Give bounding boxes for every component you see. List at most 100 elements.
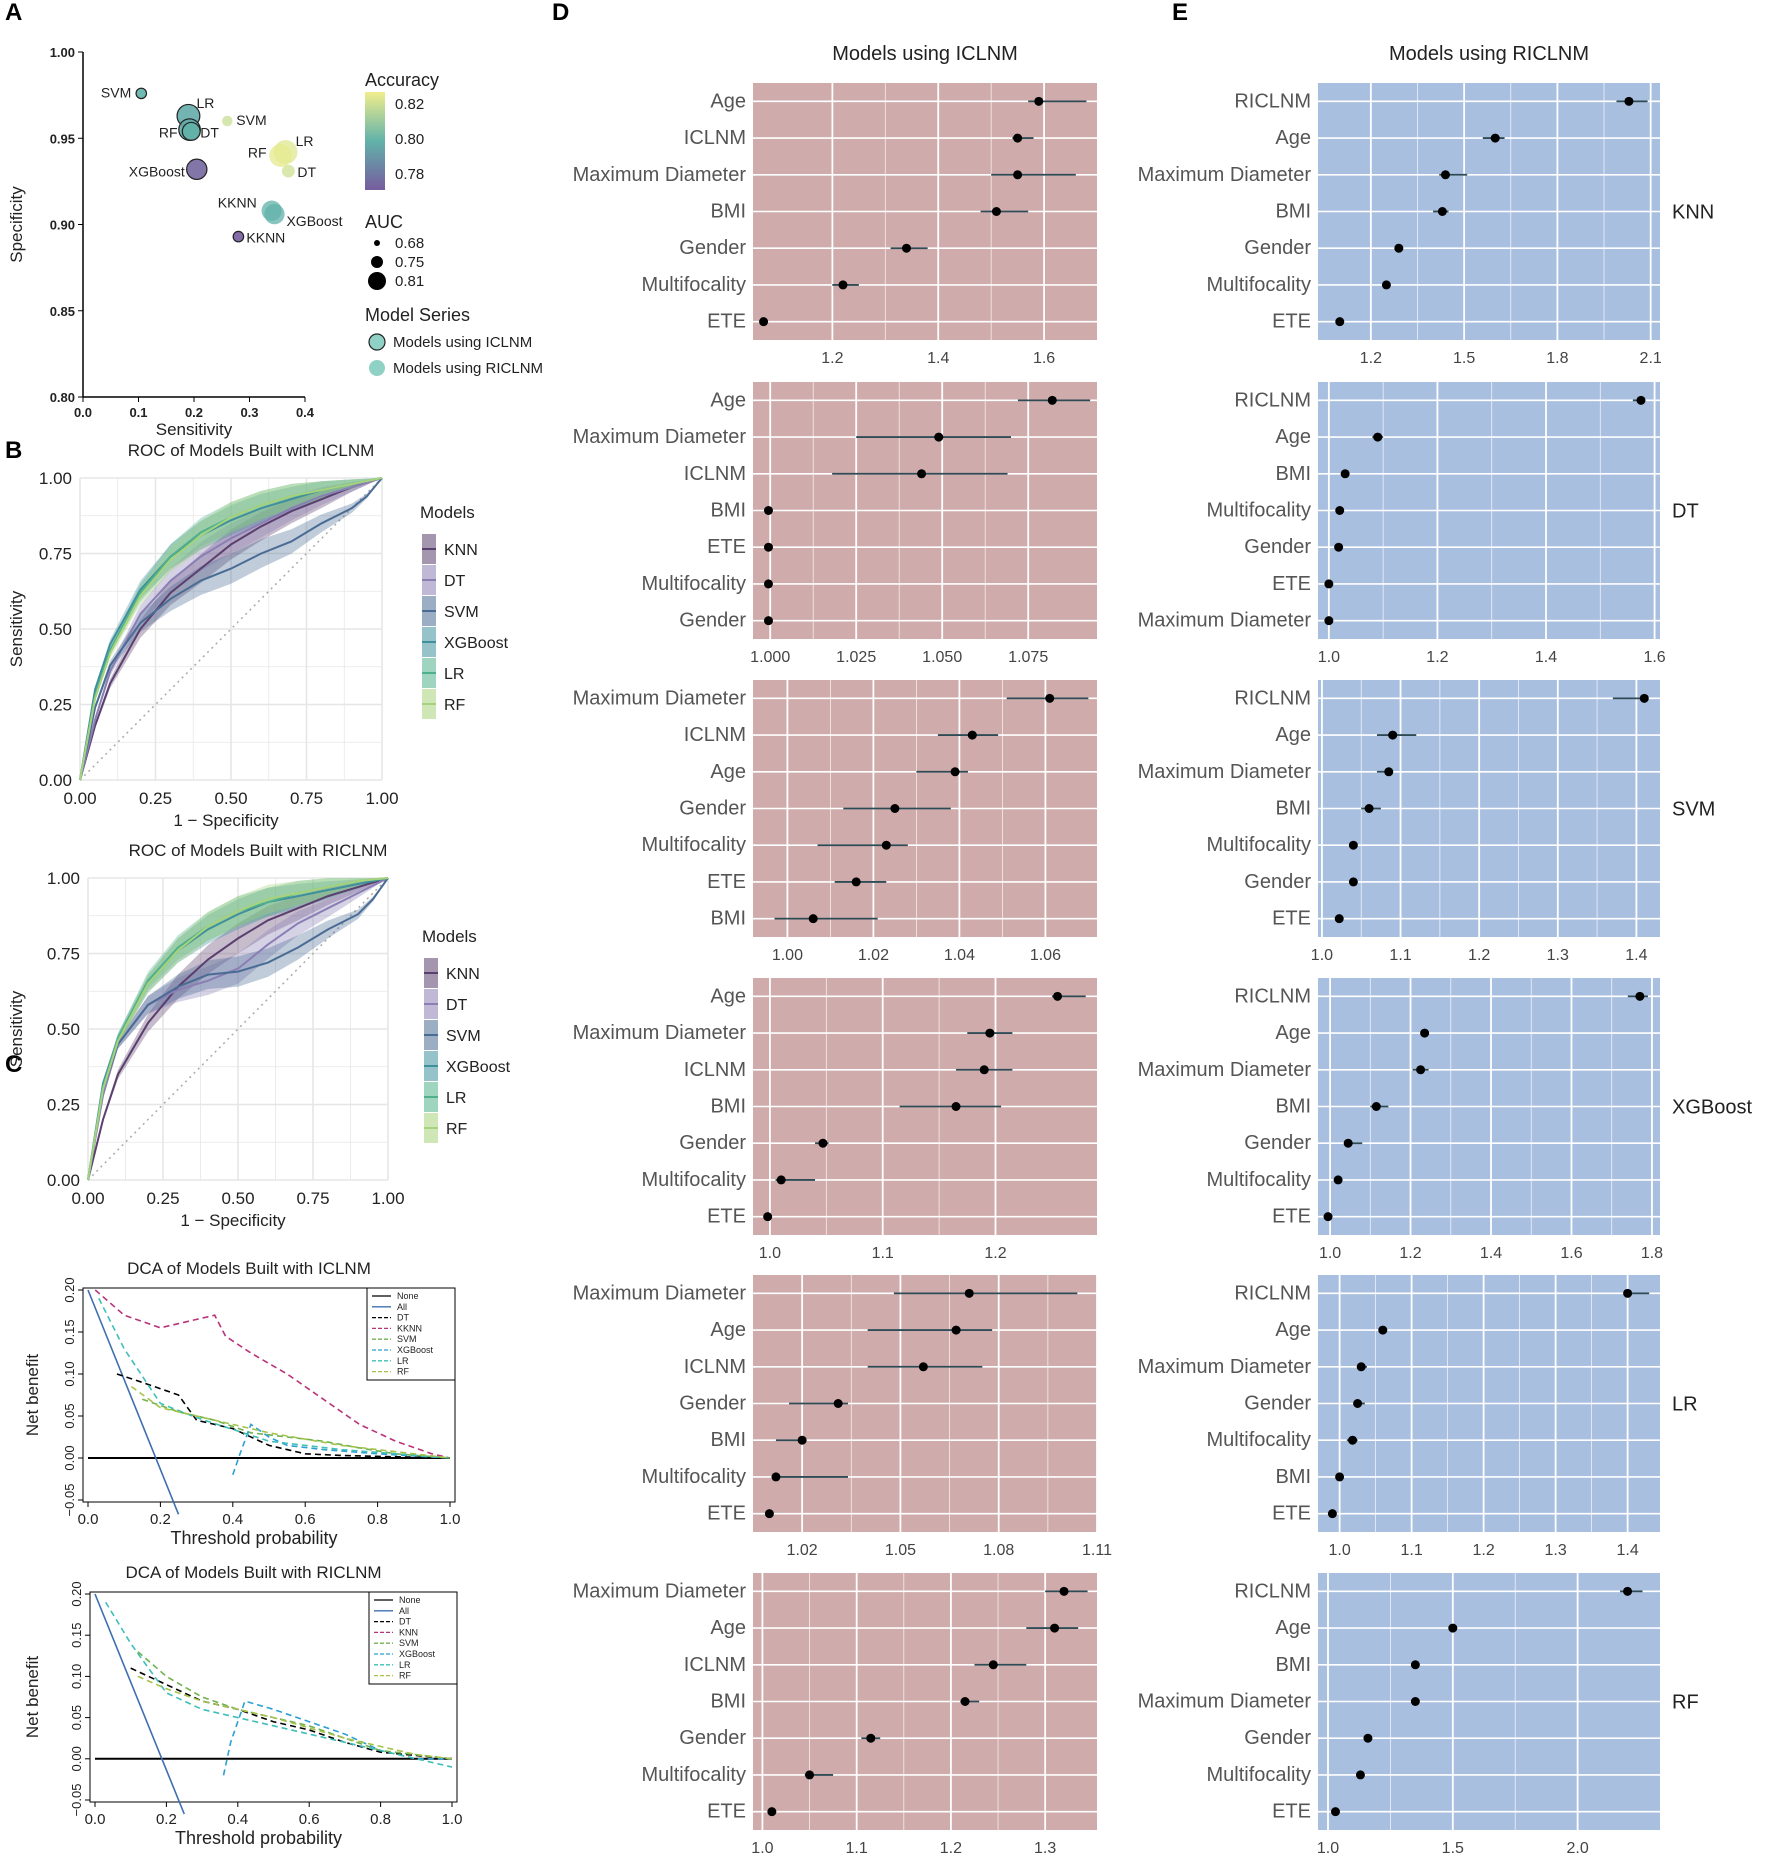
point-ete	[1323, 1212, 1333, 1222]
x-tick-label: 0.50	[214, 789, 247, 808]
point-label: LR	[196, 95, 214, 111]
x-tick-label: 0.6	[299, 1811, 320, 1828]
legend-label-kknn: KKNN	[397, 1323, 422, 1333]
row-label-bmi: BMI	[710, 1691, 746, 1713]
y-tick-label: 0.50	[39, 620, 72, 639]
x-tick-label: 1.6	[1033, 350, 1055, 367]
y-tick-label: 0.10	[69, 1664, 84, 1689]
dca-curve-rf	[137, 1675, 453, 1760]
row-label-age: Age	[1275, 426, 1311, 448]
forest-panel-rf: 1.0 1.1 1.2 1.3 Maximum Diameter Age ICLNM BMI G…	[573, 1573, 1097, 1857]
point-riclnm	[1635, 991, 1645, 1001]
y-tick-label: 0.00	[62, 1445, 77, 1470]
scatter-point-kknn-iclnm	[232, 230, 245, 243]
point-multifocality	[1333, 1175, 1343, 1185]
point-ete	[1330, 1807, 1340, 1817]
row-label-maximum-diameter: Maximum Diameter	[1138, 610, 1312, 632]
point-gender	[818, 1138, 828, 1148]
row-label-ete: ETE	[707, 1503, 746, 1525]
legend-label-svm: SVM	[446, 1028, 481, 1045]
point-bmi	[1437, 207, 1447, 216]
row-label-gender: Gender	[679, 1727, 746, 1749]
roc-curve-rf	[79, 477, 383, 781]
legend-title: Models	[422, 927, 477, 946]
dca-title: DCA of Models Built with RICLNM	[125, 1563, 381, 1582]
row-label-age: Age	[710, 761, 746, 783]
model-label-dt: DT	[1672, 501, 1699, 523]
x-tick-label: 1.02	[858, 947, 889, 964]
x-tick-label: 1.00	[371, 1189, 404, 1208]
row-label-maximum-diameter: Maximum Diameter	[1138, 164, 1312, 186]
point-label: SVM	[101, 84, 131, 100]
x-tick-label: 1.1	[846, 1840, 868, 1857]
forest-column-title: Models using RICLNM	[1389, 43, 1589, 65]
row-label-multifocality: Multifocality	[1207, 1429, 1311, 1451]
x-tick-label: 0.0	[85, 1811, 106, 1828]
point-multifocality	[881, 840, 891, 850]
row-label-multifocality: Multifocality	[1207, 1764, 1311, 1786]
point-riclnm	[1639, 693, 1649, 703]
point-maximum-diameter	[1356, 1362, 1366, 1372]
row-label-bmi: BMI	[1275, 463, 1311, 485]
point-age	[1388, 730, 1398, 740]
point-bmi	[808, 914, 818, 924]
point-ete	[767, 1807, 777, 1817]
row-label-age: Age	[1275, 1617, 1311, 1639]
row-label-gender: Gender	[1244, 871, 1311, 893]
row-label-bmi: BMI	[710, 908, 746, 930]
point-multifocality	[776, 1175, 786, 1185]
legend-label-xgboost: XGBoost	[446, 1059, 511, 1076]
point-riclnm	[1623, 1586, 1633, 1596]
forest-panel-lr: 1.0 1.1 1.2 1.3 1.4 RICLNM Age Maximum Diameter…	[1138, 1275, 1698, 1559]
row-label-gender: Gender	[679, 1393, 746, 1415]
x-axis-title: 1 − Specificity	[173, 811, 279, 830]
series-legend-swatch	[369, 360, 385, 376]
row-label-iclnm: ICLNM	[684, 1356, 746, 1378]
point-maximum-diameter	[985, 1028, 995, 1038]
row-label-bmi: BMI	[710, 500, 746, 522]
row-label-ete: ETE	[1272, 908, 1311, 930]
x-tick-label: 1.1	[872, 1245, 894, 1262]
point-age	[1378, 1325, 1388, 1335]
model-label-lr: LR	[1672, 1394, 1698, 1416]
point-bmi	[1371, 1102, 1381, 1111]
point-maximum-diameter	[1440, 170, 1450, 180]
row-label-riclnm: RICLNM	[1234, 90, 1311, 112]
row-label-bmi: BMI	[1275, 798, 1311, 820]
x-tick-label: 0.00	[63, 789, 96, 808]
point-bmi	[1364, 804, 1374, 813]
point-iclnm	[967, 730, 977, 740]
point-ete	[764, 1509, 774, 1519]
point-maximum-diameter	[964, 1288, 974, 1298]
y-tick-label: 0.00	[69, 1746, 84, 1771]
row-label-age: Age	[710, 389, 746, 411]
row-label-multifocality: Multifocality	[642, 1764, 746, 1786]
point-label: RF	[248, 145, 267, 161]
legend-label-lr: LR	[397, 1356, 409, 1366]
dca-curve-all	[87, 1289, 180, 1515]
roc-curve-rf	[87, 877, 389, 1181]
y-tick-label: 0.20	[62, 1277, 77, 1302]
row-label-bmi: BMI	[1275, 1096, 1311, 1118]
point-ete	[763, 542, 773, 552]
x-tick-label: 1.4	[1480, 1245, 1502, 1262]
row-label-maximum-diameter: Maximum Diameter	[573, 687, 747, 709]
point-ete	[851, 877, 861, 887]
point-maximum-diameter	[1410, 1697, 1420, 1706]
row-label-age: Age	[710, 985, 746, 1007]
x-tick-label: 0.75	[296, 1189, 329, 1208]
x-tick-label: 1.06	[1030, 947, 1061, 964]
y-tick-label: 0.05	[69, 1705, 84, 1730]
forest-panel-lr: 1.02 1.05 1.08 1.11 Maximum Diameter Age ICLNM…	[573, 1275, 1112, 1559]
row-label-riclnm: RICLNM	[1234, 1580, 1311, 1602]
point-gender	[1348, 877, 1358, 887]
x-tick-label: 0.25	[146, 1189, 179, 1208]
x-tick-label: 1.1	[1400, 1542, 1422, 1559]
row-label-age: Age	[1275, 1319, 1311, 1341]
point-gender	[1353, 1399, 1363, 1408]
point-gender	[763, 616, 773, 626]
x-tick-label: 1.4	[1535, 649, 1557, 666]
row-label-maximum-diameter: Maximum Diameter	[1138, 1356, 1312, 1378]
legend-label-none: None	[399, 1595, 421, 1605]
point-iclnm	[918, 1362, 928, 1372]
